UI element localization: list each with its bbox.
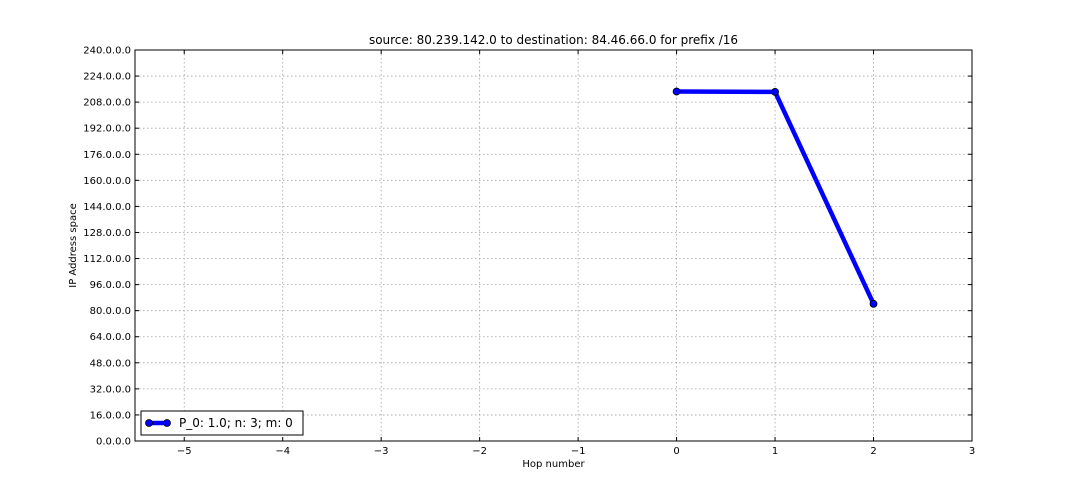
x-tick-label: −1 [571, 446, 586, 457]
legend-marker [163, 419, 171, 427]
y-tick-label: 48.0.0.0 [90, 358, 131, 369]
x-tick-label: −4 [275, 446, 290, 457]
ticks: −5 −4 −3 −2 −1 0 1 2 3 0.0.0.0 16.0.0.0 32.0.0.0 48.… [83, 46, 975, 458]
plot-frame [134, 49, 973, 442]
y-tick-label: 96.0.0.0 [90, 280, 131, 291]
x-tick-label: 0 [673, 446, 679, 457]
x-tick-label: 3 [969, 446, 975, 457]
y-tick-label: 224.0.0.0 [83, 72, 131, 83]
y-tick-label: 176.0.0.0 [83, 150, 131, 161]
series-layer [672, 87, 878, 308]
y-tick-label: 208.0.0.0 [83, 98, 131, 109]
y-tick-label: 240.0.0.0 [83, 46, 131, 57]
chart-title: source: 80.239.142.0 to destination: 84.… [369, 33, 738, 47]
y-tick-label: 0.0.0.0 [96, 437, 131, 448]
x-axis-title: Hop number [522, 459, 585, 470]
y-tick-label: 144.0.0.0 [83, 202, 131, 213]
x-tick-label: −5 [177, 446, 192, 457]
y-axis-title: IP Address space [68, 203, 79, 288]
y-tick-label: 160.0.0.0 [83, 176, 131, 187]
legend-label: P_0: 1.0; n: 3; m: 0 [179, 416, 293, 430]
y-tick-label: 64.0.0.0 [90, 332, 131, 343]
x-tick-label: 1 [772, 446, 778, 457]
data-point [672, 87, 681, 96]
y-tick-label: 128.0.0.0 [83, 228, 131, 239]
data-point [771, 87, 779, 96]
y-tick-label: 16.0.0.0 [90, 410, 131, 421]
legend-marker [145, 419, 153, 427]
legend: P_0: 1.0; n: 3; m: 0 [140, 410, 304, 436]
x-tick-label: 2 [870, 446, 876, 457]
x-tick-label: −3 [374, 446, 389, 457]
y-tick-label: 80.0.0.0 [90, 306, 131, 317]
y-tick-label: 192.0.0.0 [83, 124, 131, 135]
data-point [869, 299, 878, 308]
y-tick-label: 32.0.0.0 [90, 384, 131, 395]
x-tick-label: −2 [472, 446, 487, 457]
y-tick-label: 112.0.0.0 [83, 254, 131, 265]
